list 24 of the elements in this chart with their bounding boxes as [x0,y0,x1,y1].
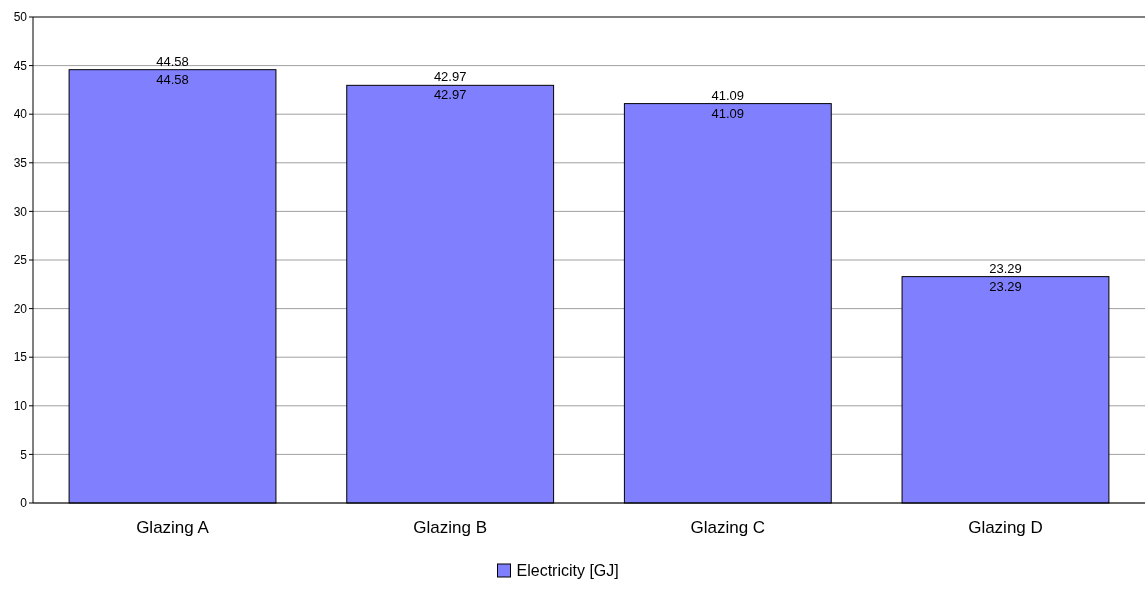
y-tick-label: 40 [13,107,28,122]
y-tick-label: 10 [13,399,28,413]
annotation: 44.58 [156,53,189,69]
y-tick-label: 20 [13,301,28,316]
annotation: 42.97 [433,69,467,85]
y-tick-label: 15 [13,350,28,365]
y-tick-label: 50 [13,10,28,25]
y-tick-label: 0 [20,496,28,511]
data-label: 42.97 [433,87,467,103]
data-label: 41.09 [711,105,745,121]
x-tick-label: Glazing C [690,518,766,537]
data-label: 23.29 [989,278,1022,294]
y-tick-label: 30 [13,204,28,219]
annotation: 23.29 [989,260,1022,276]
annotation: 41.09 [711,87,745,103]
legend-label: Electricity [GJ] [516,562,619,579]
y-tick-label: 25 [13,253,28,268]
y-tick-label: 45 [13,58,28,73]
x-tick-label: Glazing D [968,518,1043,537]
y-tick-label: 5 [20,447,28,462]
y-tick-label: 35 [13,156,28,170]
x-tick-label: Glazing B [413,518,488,537]
data-label: 44.58 [156,71,189,87]
x-tick-label: Glazing A [136,518,210,537]
